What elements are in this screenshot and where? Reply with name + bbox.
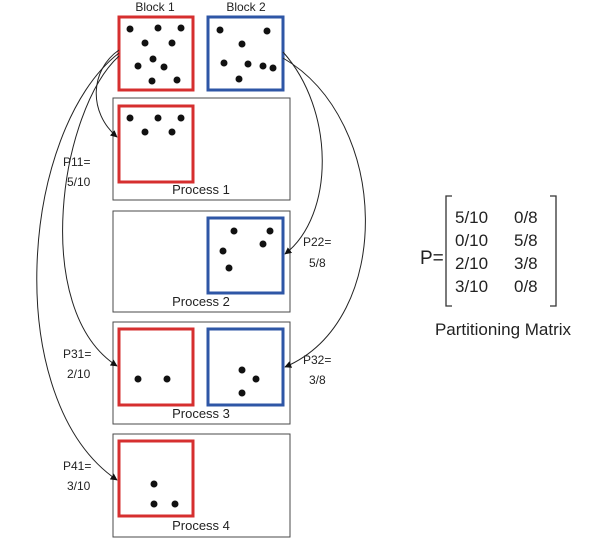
arrow-p41 bbox=[36, 52, 120, 481]
block-2-label: Block 2 bbox=[226, 0, 266, 14]
element-dot bbox=[126, 25, 134, 33]
element-dot bbox=[149, 55, 157, 63]
element-dot bbox=[141, 128, 149, 136]
process-3-block-2-part bbox=[206, 327, 285, 407]
element-dot bbox=[177, 24, 185, 32]
matrix-cell: 0/10 bbox=[455, 231, 488, 250]
process-3-block-1-part bbox=[117, 327, 195, 407]
arrow-p31 bbox=[62, 55, 120, 367]
element-dot bbox=[134, 62, 142, 70]
p22-value: 5/8 bbox=[309, 256, 326, 270]
element-dot bbox=[235, 75, 243, 83]
p11-value: 5/10 bbox=[67, 175, 91, 189]
element-dot bbox=[259, 62, 267, 70]
p41-value: 3/10 bbox=[67, 479, 91, 493]
p31-value: 2/10 bbox=[67, 367, 91, 381]
element-dot bbox=[220, 59, 228, 67]
arrow-p32 bbox=[282, 57, 366, 368]
process-2: Process 2 bbox=[112, 210, 291, 313]
partitioning-matrix: P= 5/10 0/8 0/10 5/8 2/10 3/8 3/10 0/8 P… bbox=[420, 195, 572, 339]
element-dot bbox=[134, 375, 142, 383]
matrix-cell: 3/10 bbox=[455, 277, 488, 296]
block-1 bbox=[117, 15, 195, 92]
block-2 bbox=[206, 15, 285, 92]
element-dot bbox=[269, 64, 277, 72]
element-dot bbox=[238, 389, 246, 397]
element-dot bbox=[163, 375, 171, 383]
p41-name: P41= bbox=[63, 459, 91, 473]
p31-name: P31= bbox=[63, 347, 91, 361]
matrix-left-bracket bbox=[445, 195, 452, 307]
p32-name: P32= bbox=[303, 353, 331, 367]
element-dot bbox=[177, 114, 185, 122]
matrix-caption: Partitioning Matrix bbox=[435, 320, 572, 339]
process-2-label: Process 2 bbox=[172, 294, 230, 309]
element-dot bbox=[168, 128, 176, 136]
element-dot bbox=[244, 60, 252, 68]
element-dot bbox=[141, 39, 149, 47]
element-dot bbox=[238, 366, 246, 374]
element-dot bbox=[238, 40, 246, 48]
process-4-label: Process 4 bbox=[172, 518, 230, 533]
process-2-block-2-part bbox=[206, 216, 285, 295]
element-dot bbox=[225, 264, 233, 272]
matrix-cell: 0/8 bbox=[514, 208, 538, 227]
element-dot bbox=[168, 39, 176, 47]
process-2-box bbox=[112, 210, 291, 313]
process-4: Process 4 bbox=[112, 433, 291, 538]
element-dot bbox=[148, 77, 156, 85]
element-dot bbox=[150, 480, 158, 488]
process-3: Process 3 bbox=[112, 321, 291, 425]
element-dot bbox=[160, 63, 168, 71]
process-4-block-1-part bbox=[117, 439, 195, 518]
matrix-cell: 3/8 bbox=[514, 254, 538, 273]
process-3-label: Process 3 bbox=[172, 406, 230, 421]
element-dot bbox=[216, 26, 224, 34]
p11-name: P11= bbox=[63, 155, 90, 169]
element-dot bbox=[173, 76, 181, 84]
arrow-p22 bbox=[282, 51, 323, 255]
element-dot bbox=[154, 24, 162, 32]
matrix-prefix: P= bbox=[420, 248, 444, 269]
matrix-cell: 5/8 bbox=[514, 231, 538, 250]
element-dot bbox=[263, 27, 271, 35]
process-4-box bbox=[112, 433, 291, 538]
process-1-label: Process 1 bbox=[172, 182, 230, 197]
matrix-cell: 2/10 bbox=[455, 254, 488, 273]
matrix-cell: 0/8 bbox=[514, 277, 538, 296]
block-1-label: Block 1 bbox=[135, 0, 175, 14]
arrow-p11 bbox=[95, 49, 120, 138]
process-1-block-1-part bbox=[117, 104, 195, 184]
matrix-cell: 5/10 bbox=[455, 208, 488, 227]
element-dot bbox=[266, 227, 274, 235]
process-3-box bbox=[112, 321, 291, 425]
element-dot bbox=[126, 114, 134, 122]
p32-value: 3/8 bbox=[309, 373, 326, 387]
element-dot bbox=[154, 114, 162, 122]
element-dot bbox=[259, 240, 267, 248]
element-dot bbox=[252, 375, 260, 383]
element-dot bbox=[150, 500, 158, 508]
block-2-box bbox=[206, 15, 285, 92]
p22-name: P22= bbox=[303, 235, 331, 249]
element-dot bbox=[230, 227, 238, 235]
element-dot bbox=[219, 247, 227, 255]
process-1: Process 1 bbox=[112, 97, 291, 201]
matrix-right-bracket bbox=[550, 195, 557, 307]
element-dot bbox=[171, 500, 179, 508]
